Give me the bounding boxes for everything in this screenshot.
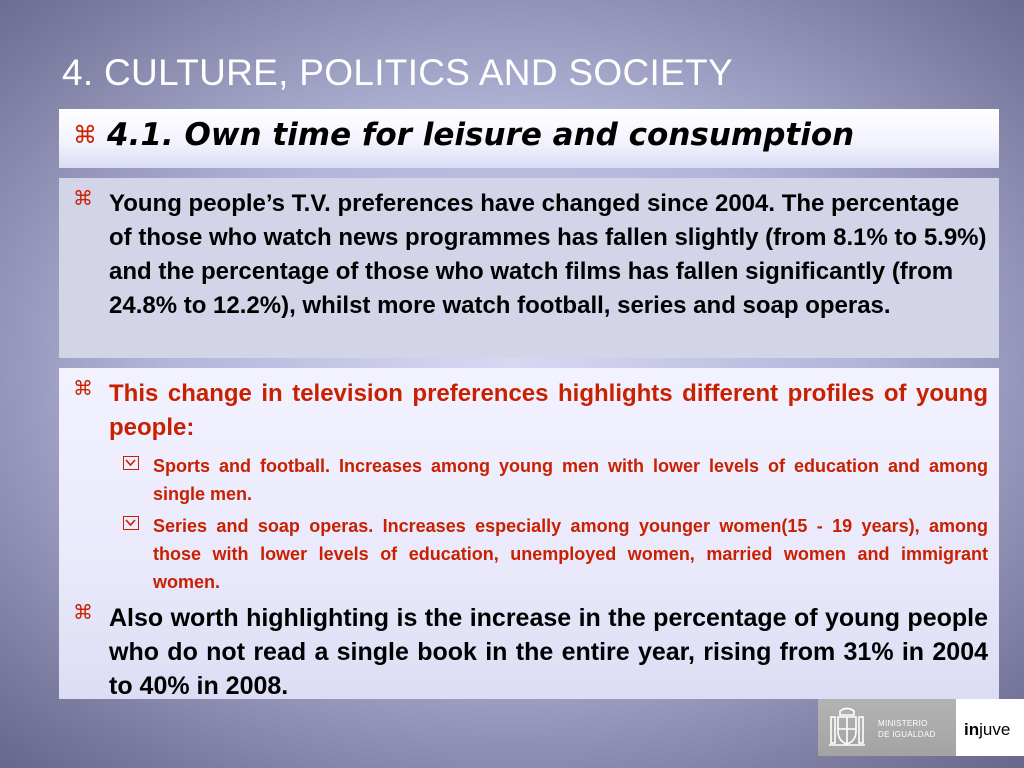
page-title: 4. CULTURE, POLITICS AND SOCIETY [62, 52, 733, 93]
profiles-panel: ⌘ This change in television preferences … [59, 368, 999, 700]
checkbox-bullet-icon [123, 516, 139, 530]
injuve-logo-rest: juve [979, 720, 1011, 739]
tv-preferences-item: ⌘ Young people’s T.V. preferences have c… [73, 187, 988, 323]
injuve-logo: injuve [964, 720, 1010, 740]
profiles-text: This change in television preferences hi… [109, 380, 988, 441]
coat-of-arms-icon [829, 707, 865, 746]
reading-text: Also worth highlighting is the increase … [109, 604, 988, 700]
command-bullet-icon: ⌘ [73, 188, 93, 210]
tv-preferences-panel: ⌘ Young people’s T.V. preferences have c… [59, 178, 999, 358]
ministry-line-1: MINISTERIO [878, 719, 928, 728]
profiles-item: ⌘ This change in television preferences … [73, 377, 988, 445]
reading-item: ⌘ Also worth highlighting is the increas… [73, 601, 988, 703]
ministry-line-2: DE IGUALDAD [878, 730, 936, 739]
checkbox-bullet-icon [123, 456, 139, 470]
series-subitem-text: Series and soap operas. Increases especi… [153, 516, 988, 592]
ministry-logo: MINISTERIO DE IGUALDAD [818, 699, 956, 756]
injuve-logo-bold: in [964, 720, 980, 739]
section-subtitle: 4.1. Own time for leisure and consumptio… [107, 117, 855, 153]
tv-preferences-text: Young people’s T.V. preferences have cha… [109, 190, 987, 319]
sports-subitem: Sports and football. Increases among you… [123, 452, 988, 508]
command-bullet-icon: ⌘ [73, 602, 93, 624]
sports-subitem-text: Sports and football. Increases among you… [153, 456, 988, 504]
subtitle-banner: ⌘ 4.1. Own time for leisure and consumpt… [59, 109, 999, 168]
command-bullet-icon: ⌘ [73, 378, 93, 400]
footer-logo: MINISTERIO DE IGUALDAD injuve [818, 699, 1024, 756]
command-bullet-icon: ⌘ [73, 122, 97, 149]
series-subitem: Series and soap operas. Increases especi… [123, 512, 988, 596]
ministry-name: MINISTERIO DE IGUALDAD [878, 718, 936, 740]
